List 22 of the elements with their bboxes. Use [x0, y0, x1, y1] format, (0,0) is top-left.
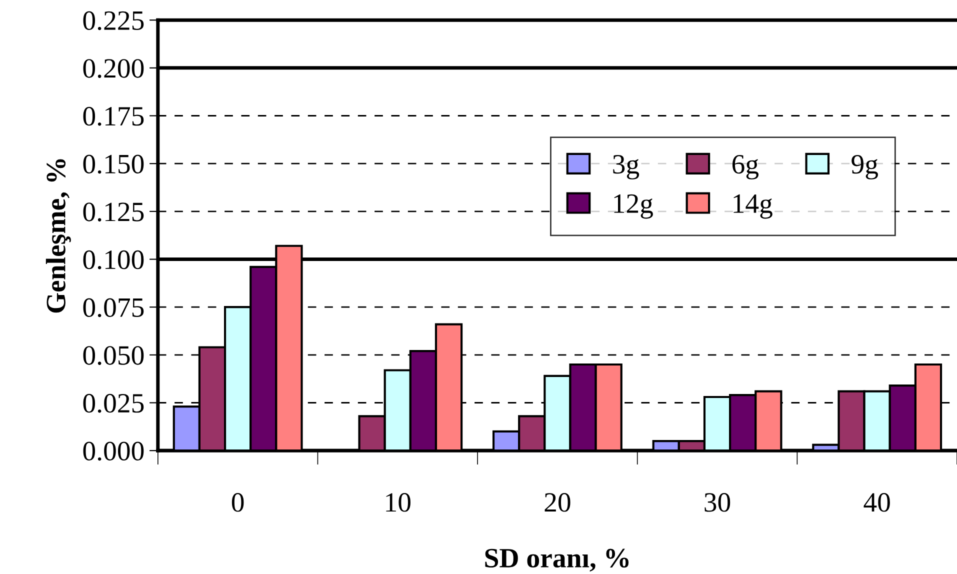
x-tick-label: 30: [704, 493, 730, 512]
x-tick-label: 40: [864, 493, 890, 512]
y-axis-title: Genleşme, %: [46, 159, 71, 313]
x-axis-title: SD oranı, %: [485, 548, 629, 572]
y-tick-label: 0.075: [83, 298, 144, 318]
legend-label: 14g: [734, 194, 772, 219]
y-tick-label: 0.025: [83, 394, 144, 413]
y-tick-label: 0.100: [83, 250, 144, 270]
y-tick-label: 0.150: [83, 154, 144, 174]
legend-label: 12g: [614, 194, 653, 219]
y-tick-label: 0.225: [83, 11, 144, 30]
x-tick-label: 0: [232, 493, 244, 512]
x-tick-label: 20: [544, 493, 570, 512]
legend-label: 3g: [613, 155, 640, 180]
y-tick-label: 0.200: [83, 59, 144, 78]
y-tick-label: 0.050: [83, 346, 144, 365]
legend-label: 9g: [852, 155, 878, 180]
x-tick-label: 10: [386, 493, 410, 512]
y-tick-label: 0.175: [83, 106, 144, 126]
y-tick-label: 0.000: [83, 442, 144, 461]
legend-label: 6g: [732, 155, 759, 180]
y-tick-label: 0.125: [83, 202, 144, 222]
